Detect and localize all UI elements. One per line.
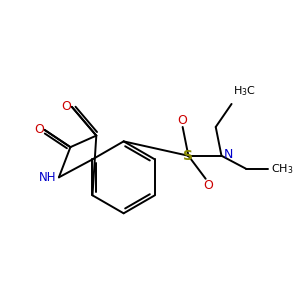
Text: S: S xyxy=(183,149,194,163)
Text: H$_3$C: H$_3$C xyxy=(233,84,256,98)
Text: CH$_3$: CH$_3$ xyxy=(271,162,293,176)
Text: NH: NH xyxy=(38,171,56,184)
Text: O: O xyxy=(34,123,44,136)
Text: N: N xyxy=(224,148,233,161)
Text: O: O xyxy=(62,100,72,113)
Text: O: O xyxy=(204,178,214,192)
Text: O: O xyxy=(178,114,188,127)
